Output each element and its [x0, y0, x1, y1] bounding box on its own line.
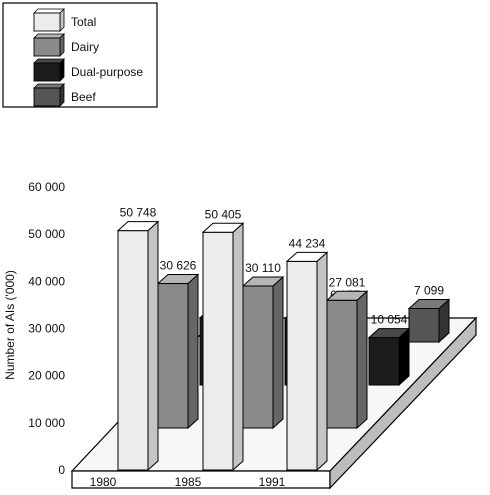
legend-label: Total	[71, 15, 96, 29]
legend-swatch	[33, 12, 61, 32]
legend-swatch-side	[59, 33, 65, 57]
data-label-dual-purpose-1991: 10 054	[371, 313, 408, 327]
x-tick-label-1980: 1980	[90, 475, 117, 489]
bar-side	[147, 220, 159, 472]
data-label-beef-1991: 7 099	[414, 284, 444, 298]
y-axis-label: Number of AIs ('000)	[3, 270, 17, 380]
legend: Total Dairy Dual-purpose Beef	[2, 2, 158, 108]
bar-side	[187, 273, 199, 430]
legend-swatch	[33, 87, 61, 107]
x-tick-label-1991: 1991	[259, 475, 286, 489]
legend-item-dual-purpose: Dual-purpose	[33, 58, 143, 82]
legend-swatch-top	[33, 8, 65, 14]
legend-swatch	[33, 62, 61, 82]
bar-top	[407, 299, 451, 310]
legend-swatch	[33, 37, 61, 57]
legend-label: Beef	[71, 90, 96, 104]
data-label-total-1985: 50 405	[205, 207, 242, 221]
bar-total-1991	[285, 251, 329, 472]
data-label-total-1991: 44 234	[289, 236, 326, 250]
legend-swatch-top	[33, 58, 65, 64]
legend-swatch-top	[33, 83, 65, 89]
bar-front	[408, 308, 440, 343]
legend-item-total: Total	[33, 8, 96, 32]
bar-side	[356, 290, 368, 430]
bar-total-1980	[116, 220, 160, 472]
legend-item-dairy: Dairy	[33, 33, 99, 57]
bar-dairy-1980	[156, 273, 200, 430]
legend-label: Dairy	[71, 40, 99, 54]
bar-front	[242, 285, 274, 429]
bar-top	[241, 276, 285, 287]
bar-front	[202, 231, 234, 471]
bar-dairy-1985	[241, 275, 285, 430]
x-tick-label-1985: 1985	[175, 475, 202, 489]
bar-top	[116, 221, 160, 232]
y-tick-label: 40 000	[28, 274, 65, 288]
data-label-dairy-1985: 30 110	[245, 261, 281, 275]
bar-top	[325, 290, 369, 301]
bar-front	[117, 230, 149, 471]
data-label-total-1980: 50 748	[120, 206, 157, 220]
legend-box	[2, 2, 158, 108]
y-tick-label: 60 000	[28, 180, 65, 194]
legend-item-beef: Beef	[33, 83, 96, 107]
bar-front	[326, 299, 358, 429]
bar-top	[156, 274, 200, 285]
x-axis-ticks: 1980 1985 1991	[90, 475, 286, 489]
bar-top	[285, 251, 329, 262]
bar-side	[232, 222, 244, 472]
bar-front	[286, 260, 318, 471]
data-label-dairy-1991: 27 081	[329, 275, 366, 289]
bar-total-1985	[201, 222, 245, 472]
y-tick-label: 50 000	[28, 227, 65, 241]
bar-front	[157, 283, 189, 429]
bar-side	[316, 251, 328, 472]
y-tick-label: 0	[58, 463, 65, 477]
legend-swatch-side	[59, 58, 65, 82]
bar-top	[367, 328, 411, 339]
bar-dairy-1991	[325, 290, 369, 430]
platform-side	[329, 316, 477, 490]
bar-top	[201, 222, 245, 233]
legend-label: Dual-purpose	[71, 65, 143, 79]
legend-swatch-side	[59, 8, 65, 32]
bar-dual-purpose-1991	[367, 327, 411, 387]
bar-side	[398, 327, 410, 387]
data-label-dairy-1980: 30 626	[160, 259, 197, 273]
bar-beef-1991	[407, 298, 451, 344]
y-tick-label: 30 000	[28, 322, 65, 336]
bar-front	[368, 337, 400, 386]
y-tick-label: 20 000	[28, 369, 65, 383]
bar-side	[272, 275, 284, 430]
legend-swatch-top	[33, 33, 65, 39]
y-axis: Number of AIs ('000) 0 10 000 20 000 30 000…	[3, 180, 65, 477]
legend-swatch-side	[59, 83, 65, 107]
y-tick-label: 10 000	[28, 416, 65, 430]
